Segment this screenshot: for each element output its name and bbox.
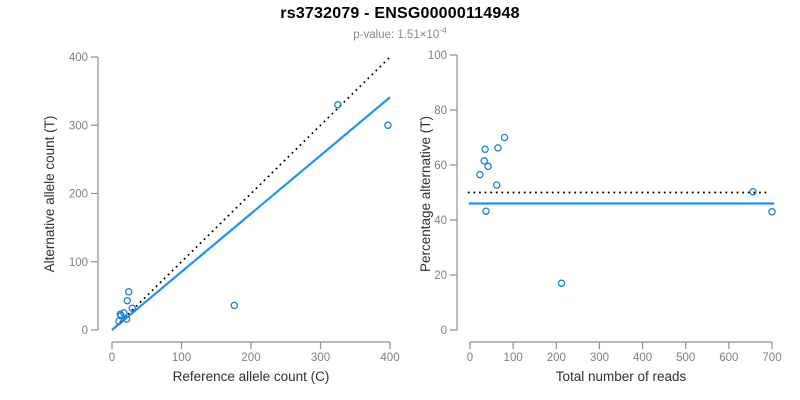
- x-tick-label: 100: [504, 352, 523, 364]
- x-axis-title: Reference allele count (C): [173, 369, 330, 384]
- data-point: [481, 145, 489, 154]
- percentage-vs-reads-scatter: 0 20 40 60 80 100 0 100 200 300 400 500 600 700 Total …: [418, 50, 782, 384]
- y-tick-label: 300: [69, 120, 88, 132]
- x-tick-label: 0: [467, 352, 473, 364]
- y-axis-title: Alternative allele count (T): [42, 116, 57, 273]
- x-tick-label: 0: [109, 352, 115, 364]
- y-tick-label: 80: [434, 105, 447, 117]
- regression-line: [111, 96, 391, 331]
- x-tick-label: 200: [241, 352, 260, 364]
- data-point: [500, 133, 509, 142]
- data-points: [476, 133, 776, 288]
- page-title: rs3732079 - ENSG00000114948: [280, 5, 520, 22]
- data-point: [480, 157, 488, 165]
- y-tick-label: 200: [69, 189, 88, 201]
- x-tick-label: 300: [590, 352, 609, 364]
- y-tick-label: 0: [441, 325, 447, 337]
- x-tick-label: 400: [380, 352, 399, 364]
- data-point: [476, 170, 484, 179]
- x-tick-label: 500: [676, 352, 695, 364]
- y-tick-label: 400: [69, 52, 88, 64]
- data-point: [482, 207, 490, 215]
- y-tick-label: 20: [434, 270, 447, 282]
- data-point: [334, 101, 342, 109]
- data-point: [557, 279, 566, 288]
- x-tick-label: 300: [311, 352, 330, 364]
- data-point: [749, 187, 757, 196]
- y-tick-label: 100: [69, 257, 88, 269]
- x-tick-label: 600: [719, 352, 738, 364]
- data-point: [122, 315, 131, 323]
- x-axis-title: Total number of reads: [556, 369, 687, 384]
- x-axis: 0 100 200 300 400: [109, 341, 400, 364]
- data-point: [128, 304, 136, 312]
- data-point: [230, 301, 239, 310]
- x-axis: 0 100 200 300 400 500 600 700: [467, 341, 782, 364]
- data-point: [124, 288, 133, 296]
- data-point: [484, 162, 492, 171]
- y-tick-label: 60: [434, 160, 447, 172]
- p-value-text: p-value: 1.51×10: [353, 28, 440, 41]
- y-axis: 0 100 200 300 400: [69, 52, 99, 337]
- data-point: [494, 144, 502, 152]
- p-value-exponent: -4: [439, 25, 447, 35]
- figure-header: rs3732079 - ENSG00000114948 p-value: 1.5…: [0, 5, 800, 41]
- allele-counts-scatter: 0 100 200 300 400 0 100 200 300 400 Reference alle…: [42, 52, 400, 384]
- y-tick-label: 100: [428, 50, 447, 62]
- data-point: [384, 121, 392, 130]
- data-point: [120, 309, 128, 317]
- x-tick-label: 700: [762, 352, 781, 364]
- data-point: [768, 208, 776, 216]
- data-points: [115, 101, 392, 325]
- data-point: [115, 317, 123, 325]
- x-tick-label: 200: [547, 352, 566, 364]
- x-tick-label: 100: [172, 352, 191, 364]
- data-point: [123, 296, 132, 305]
- y-tick-label: 40: [434, 215, 447, 227]
- y-axis: 0 20 40 60 80 100: [428, 50, 458, 337]
- x-tick-label: 400: [633, 352, 652, 364]
- y-axis-title: Percentage alternative (T): [418, 116, 433, 272]
- identity-line-y-equals-x: [111, 56, 391, 331]
- data-point: [492, 181, 501, 189]
- p-value-subtitle: p-value: 1.51×10-4: [0, 25, 800, 41]
- y-tick-label: 0: [82, 325, 88, 337]
